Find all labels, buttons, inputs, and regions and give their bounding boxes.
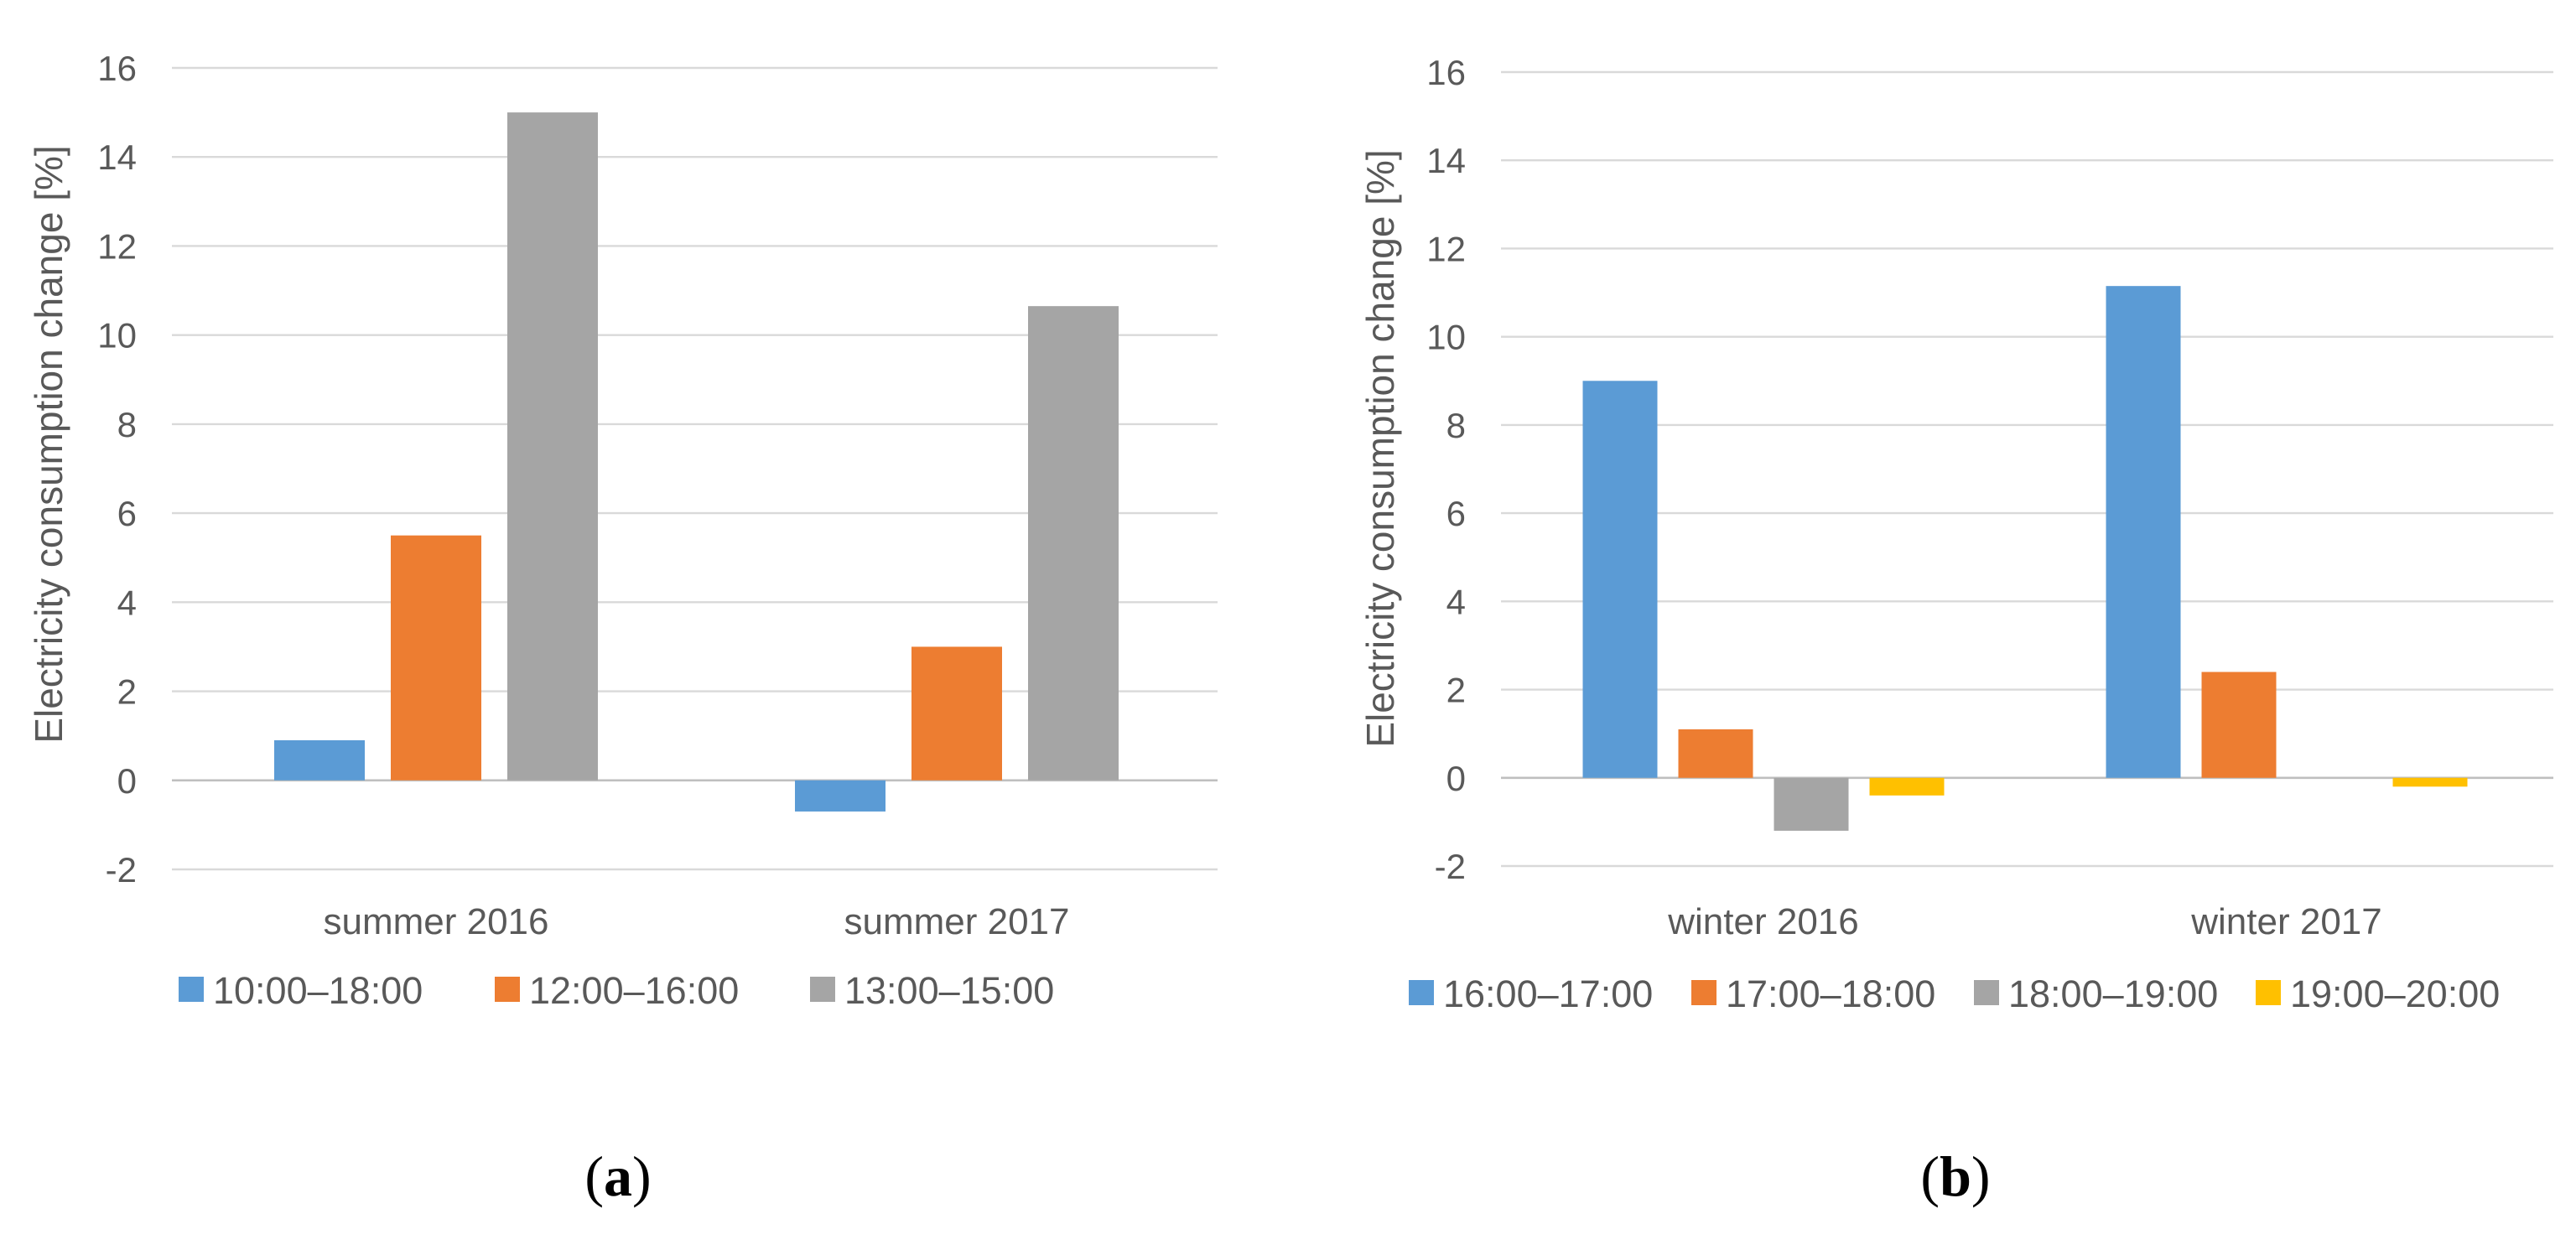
bar: [1774, 777, 1849, 831]
legend-swatch: [495, 977, 520, 1002]
chart-b-category-labels: winter 2016 winter 2017: [1667, 901, 2381, 942]
legend-label: 19:00–20:00: [2290, 973, 2500, 1015]
panel-a-label: (a): [584, 1144, 651, 1208]
y-tick-label: 16: [97, 49, 137, 88]
chart-panel-a: -2 0 2 4 6 8 10 12 14 16 Electricity consumption …: [27, 49, 1218, 1208]
bar: [1582, 381, 1658, 778]
bar: [911, 646, 1002, 781]
legend-label: 13:00–15:00: [844, 969, 1054, 1012]
y-tick-label: -2: [1435, 847, 1466, 886]
x-category-label: winter 2016: [1667, 901, 1858, 942]
chart-a-bars: [274, 112, 1119, 812]
y-tick-label: 8: [1446, 406, 1466, 445]
x-category-label: winter 2017: [2190, 901, 2381, 942]
legend-swatch: [1974, 980, 1999, 1005]
y-tick-label: 4: [1446, 582, 1466, 621]
legend-swatch: [810, 977, 835, 1002]
legend-swatch: [2256, 980, 2281, 1005]
legend-swatch: [1409, 980, 1434, 1005]
y-tick-label: 0: [1446, 759, 1466, 798]
y-tick-label: 2: [1446, 671, 1466, 710]
legend-label: 16:00–17:00: [1443, 973, 1653, 1015]
y-tick-label: -2: [106, 850, 137, 890]
chart-panel-b: -2 0 2 4 6 8 10 12 14 16 Electricity consumption …: [1358, 53, 2553, 1208]
y-tick-label: 0: [117, 761, 137, 801]
y-tick-label: 10: [97, 316, 137, 355]
bar: [274, 739, 365, 781]
chart-a-legend: 10:00–18:00 12:00–16:00 13:00–15:00: [179, 969, 1054, 1012]
legend-label: 12:00–16:00: [529, 969, 739, 1012]
bar: [795, 780, 886, 812]
y-tick-label: 14: [1426, 141, 1466, 180]
bar: [507, 112, 598, 781]
bar: [1869, 777, 1945, 796]
bar: [2201, 672, 2277, 778]
y-tick-label: 6: [117, 494, 137, 533]
y-tick-label: 14: [97, 137, 137, 177]
legend-label: 18:00–19:00: [2008, 973, 2218, 1015]
y-tick-label: 2: [117, 672, 137, 712]
x-category-label: summer 2017: [844, 901, 1069, 942]
y-tick-label: 4: [117, 583, 137, 622]
legend-label: 17:00–18:00: [1726, 973, 1935, 1015]
bar: [1678, 729, 1753, 778]
legend-swatch: [1691, 980, 1716, 1005]
bar: [2392, 777, 2468, 787]
panel-b-label: (b): [1920, 1144, 1990, 1208]
legend-swatch: [179, 977, 204, 1002]
legend-label: 10:00–18:00: [213, 969, 423, 1012]
bar: [1028, 306, 1119, 781]
y-tick-label: 6: [1446, 494, 1466, 533]
y-tick-label: 10: [1426, 318, 1466, 357]
bar: [391, 535, 481, 781]
y-tick-label: 16: [1426, 53, 1466, 92]
chart-b-y-tick-labels: -2 0 2 4 6 8 10 12 14 16: [1426, 53, 1466, 886]
y-tick-label: 12: [1426, 229, 1466, 268]
chart-b-legend: 16:00–17:00 17:00–18:00 18:00–19:00 19:00–2…: [1409, 973, 2500, 1015]
chart-b-gridlines: [1501, 70, 2553, 868]
y-tick-label: 8: [117, 405, 137, 444]
chart-a-y-axis-title: Electricity consumption change [%]: [27, 145, 70, 743]
y-tick-label: 12: [97, 226, 137, 266]
x-category-label: summer 2016: [323, 901, 548, 942]
chart-b-bars: [1582, 286, 2468, 831]
bar: [2106, 286, 2181, 778]
chart-b-y-axis-title: Electricity consumption change [%]: [1358, 149, 1402, 747]
chart-a-y-tick-labels: -2 0 2 4 6 8 10 12 14 16: [97, 49, 137, 890]
chart-a-category-labels: summer 2016 summer 2017: [323, 901, 1069, 942]
